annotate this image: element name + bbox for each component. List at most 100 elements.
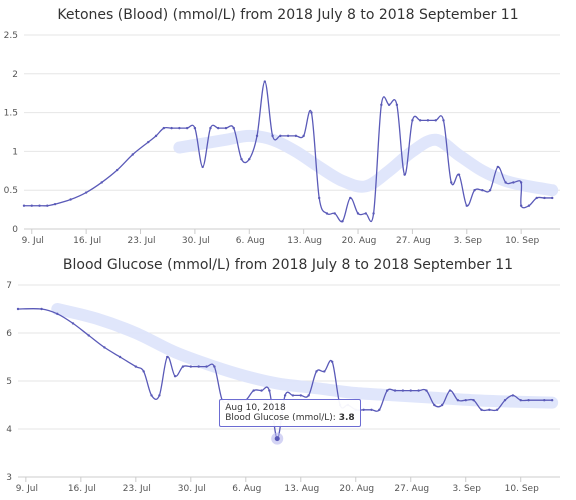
data-point[interactable] [362, 408, 365, 411]
data-point[interactable] [450, 181, 453, 184]
data-point[interactable] [116, 168, 119, 172]
data-point[interactable] [40, 307, 43, 311]
data-point[interactable] [387, 103, 391, 107]
data-point[interactable] [504, 181, 507, 184]
data-point[interactable] [378, 408, 381, 411]
data-point[interactable] [38, 204, 41, 207]
data-point[interactable] [403, 173, 406, 176]
data-point[interactable] [317, 196, 321, 200]
data-point[interactable] [341, 220, 344, 223]
data-point[interactable] [84, 191, 88, 194]
data-point[interactable] [512, 181, 515, 184]
data-point[interactable] [519, 399, 522, 402]
data-point[interactable] [158, 394, 161, 397]
data-point[interactable] [356, 212, 360, 215]
data-point[interactable] [310, 111, 313, 114]
data-point[interactable] [434, 119, 437, 122]
data-point[interactable] [71, 322, 75, 325]
data-point[interactable] [255, 134, 259, 138]
data-point[interactable] [103, 346, 106, 349]
data-point[interactable] [550, 399, 554, 402]
data-point[interactable] [271, 134, 274, 138]
data-point[interactable] [364, 212, 367, 215]
data-point[interactable] [263, 80, 267, 83]
data-point[interactable] [147, 140, 150, 144]
data-point[interactable] [411, 119, 414, 122]
data-point[interactable] [178, 126, 181, 130]
data-point[interactable] [465, 204, 468, 207]
data-point[interactable] [16, 307, 20, 311]
data-point[interactable] [456, 399, 460, 402]
data-point[interactable] [496, 165, 500, 169]
data-point[interactable] [189, 365, 193, 368]
highlighted-point[interactable] [274, 436, 280, 442]
data-point[interactable] [299, 394, 302, 397]
data-point[interactable] [543, 399, 546, 402]
data-point[interactable] [30, 204, 33, 207]
data-point[interactable] [279, 134, 282, 138]
data-point[interactable] [260, 389, 263, 392]
data-point[interactable] [240, 157, 243, 161]
data-point[interactable] [448, 389, 452, 392]
data-point[interactable] [268, 389, 271, 392]
data-point[interactable] [87, 334, 90, 337]
data-point[interactable] [193, 126, 197, 130]
data-point[interactable] [433, 403, 436, 407]
data-point[interactable] [349, 196, 352, 200]
data-point[interactable] [488, 189, 492, 192]
data-point[interactable] [181, 365, 185, 368]
data-point[interactable] [551, 196, 554, 200]
data-point[interactable] [201, 165, 204, 169]
data-point[interactable] [473, 189, 476, 192]
data-point[interactable] [197, 365, 200, 368]
data-point[interactable] [457, 173, 461, 176]
data-point[interactable] [503, 399, 507, 402]
data-point[interactable] [118, 355, 122, 359]
data-point[interactable] [248, 157, 251, 161]
data-point[interactable] [519, 181, 523, 184]
data-point[interactable] [307, 394, 310, 397]
data-point[interactable] [418, 119, 422, 122]
data-point[interactable] [385, 389, 389, 392]
data-point[interactable] [53, 202, 57, 206]
data-point[interactable] [543, 196, 546, 200]
data-point[interactable] [69, 198, 72, 201]
data-point[interactable] [205, 365, 208, 368]
data-point[interactable] [527, 204, 531, 207]
data-point[interactable] [511, 394, 515, 397]
data-point[interactable] [170, 126, 173, 130]
data-point[interactable] [131, 153, 134, 156]
data-point[interactable] [372, 212, 375, 215]
data-point[interactable] [166, 355, 169, 359]
data-point[interactable] [393, 389, 397, 392]
data-point[interactable] [519, 204, 523, 207]
data-point[interactable] [409, 389, 412, 392]
data-point[interactable] [232, 126, 235, 130]
data-point[interactable] [154, 134, 158, 138]
data-point[interactable] [291, 394, 295, 397]
data-point[interactable] [331, 360, 334, 363]
data-point[interactable] [325, 212, 329, 215]
data-point[interactable] [150, 394, 153, 397]
data-point[interactable] [209, 126, 212, 130]
data-point[interactable] [217, 126, 220, 130]
data-point[interactable] [370, 408, 373, 411]
data-point[interactable] [442, 119, 445, 122]
data-point[interactable] [440, 403, 444, 407]
data-point[interactable] [464, 399, 467, 402]
data-point[interactable] [488, 408, 491, 411]
data-point[interactable] [323, 370, 326, 373]
data-point[interactable] [527, 399, 530, 402]
data-point[interactable] [535, 196, 538, 200]
data-point[interactable] [472, 399, 475, 402]
data-point[interactable] [481, 189, 484, 192]
data-point[interactable] [426, 119, 430, 122]
data-point[interactable] [173, 375, 177, 378]
data-point[interactable] [224, 126, 228, 130]
data-point[interactable] [333, 212, 336, 215]
data-point[interactable] [185, 126, 189, 130]
data-point[interactable] [286, 134, 290, 138]
data-point[interactable] [380, 103, 383, 107]
data-point[interactable] [417, 389, 420, 392]
data-point[interactable] [46, 204, 49, 207]
